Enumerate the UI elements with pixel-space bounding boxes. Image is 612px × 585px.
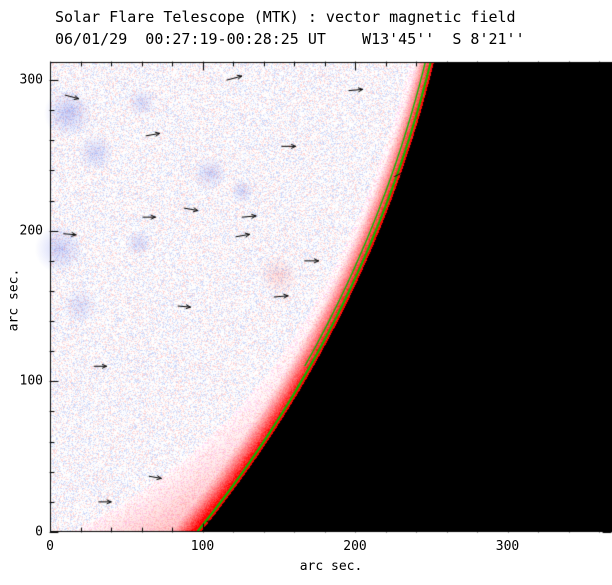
y-tick-label: 200 (19, 223, 43, 239)
x-tick-label: 100 (190, 539, 215, 554)
plot-title: Solar Flare Telescope (MTK) : vector mag… (55, 8, 516, 26)
y-tick-label: 0 (35, 524, 43, 540)
x-tick-label: 300 (495, 539, 520, 554)
y-tick-label: 300 (19, 72, 43, 88)
plot-subtitle-datetime-pointing: 06/01/29 00:27:19-00:28:25 UT W13'45'' S… (55, 30, 525, 48)
y-tick-label: 100 (19, 373, 43, 389)
x-axis-label: arc sec. (299, 559, 363, 574)
y-axis-label: arc sec. (6, 268, 22, 332)
x-tick-label: 200 (343, 539, 367, 554)
x-tick-label: 0 (46, 539, 54, 554)
